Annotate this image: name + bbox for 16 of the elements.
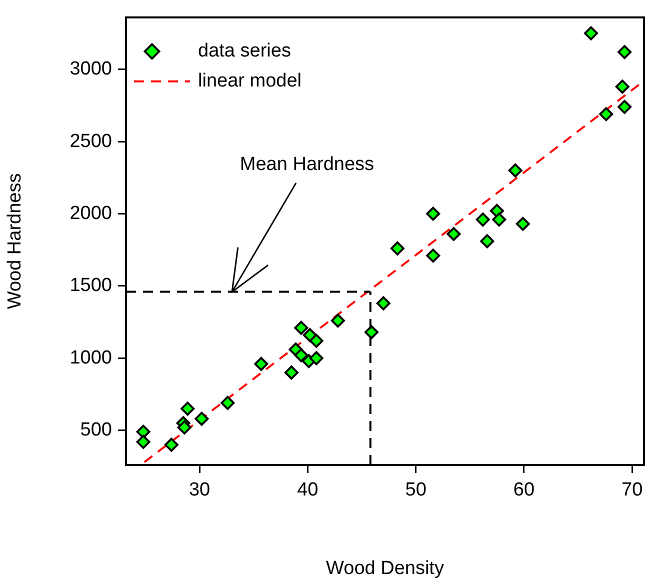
x-tick-label: 30 <box>188 480 210 501</box>
y-tick-label: 1500 <box>70 275 112 296</box>
y-tick-label: 1000 <box>70 347 112 368</box>
y-tick-label: 2500 <box>70 130 112 152</box>
x-axis-title: Wood Density <box>326 558 444 579</box>
y-tick-label: 3000 <box>70 58 112 80</box>
y-tick-label: 500 <box>80 420 112 441</box>
x-tick-label: 60 <box>513 480 535 501</box>
annotation: Mean Hardness <box>240 154 374 175</box>
x-tick-label: 40 <box>297 480 318 501</box>
x-tick-label: 50 <box>405 480 426 501</box>
legend-label: data series <box>198 40 291 62</box>
legend-label: linear model <box>198 70 302 92</box>
y-axis-title: Wood Hardness <box>4 173 26 310</box>
y-tick-label: 2000 <box>70 203 112 224</box>
x-tick-label: 70 <box>622 480 643 501</box>
